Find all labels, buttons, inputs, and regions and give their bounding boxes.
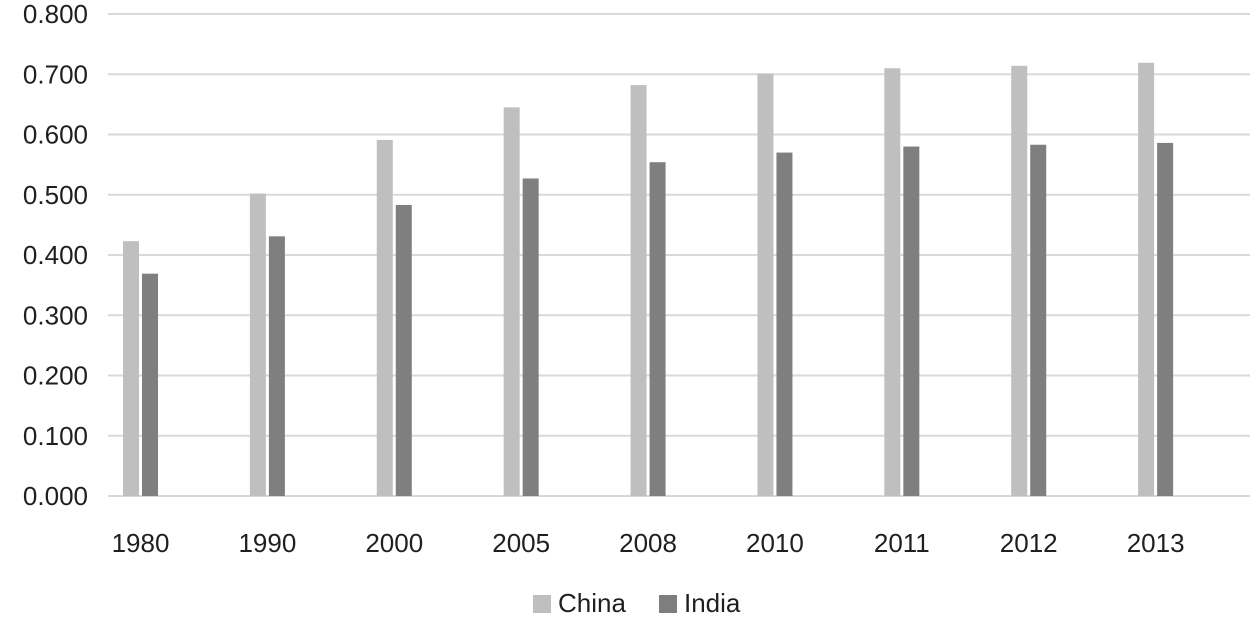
legend-label-china: China [558, 588, 626, 618]
bar-china-2010 [757, 73, 774, 497]
x-tick-label: 2010 [746, 528, 804, 558]
y-tick-label: 0.600 [23, 120, 88, 150]
x-tick-label: 1990 [238, 528, 296, 558]
legend-swatch-india [659, 595, 677, 613]
bar-india-2013 [1157, 142, 1174, 496]
bar-china-2000 [376, 139, 393, 497]
bar-india-1990 [268, 236, 285, 496]
y-tick-label: 0.500 [23, 180, 88, 210]
y-tick-label: 0.800 [23, 0, 88, 29]
bar-china-2012 [1011, 65, 1028, 496]
y-tick-label: 0.300 [23, 300, 88, 330]
legend: China India [533, 588, 741, 618]
x-tick-label: 2012 [1000, 528, 1058, 558]
bar-india-1980 [142, 273, 158, 496]
bar-india-2010 [776, 152, 793, 496]
x-tick-label: 1980 [112, 528, 170, 558]
bar-india-2011 [903, 146, 920, 497]
y-tick-label: 0.400 [23, 240, 88, 270]
x-tick-label: 2000 [365, 528, 423, 558]
y-tick-label: 0.100 [23, 421, 88, 451]
bar-china-2005 [503, 107, 520, 496]
y-axis-tick-labels: 0.000 0.100 0.200 0.300 0.400 0.500 0.600 0.700… [23, 0, 88, 511]
legend-swatch-china [533, 595, 551, 613]
bar-india-2012 [1030, 144, 1047, 496]
x-tick-label: 2011 [874, 528, 930, 558]
legend-label-india: India [684, 588, 741, 618]
y-tick-label: 0.000 [23, 481, 88, 511]
x-tick-label: 2013 [1127, 528, 1185, 558]
x-tick-label: 2008 [619, 528, 677, 558]
y-tick-label: 0.700 [23, 59, 88, 89]
bar-china-2008 [630, 85, 647, 496]
bar-china-1990 [249, 193, 266, 497]
x-axis-tick-labels: 1980 1990 2000 2005 2008 2010 2011 2012 2013 [112, 528, 1185, 558]
bar-china-2011 [884, 68, 901, 496]
bars [123, 62, 1174, 497]
bar-china-2013 [1138, 62, 1155, 497]
bar-india-2005 [522, 178, 539, 497]
x-tick-label: 2005 [492, 528, 550, 558]
gridlines [108, 13, 1250, 497]
y-tick-label: 0.200 [23, 361, 88, 391]
bar-india-2000 [395, 204, 412, 496]
bar-india-2008 [649, 162, 666, 496]
bar-china-1980 [123, 241, 139, 496]
